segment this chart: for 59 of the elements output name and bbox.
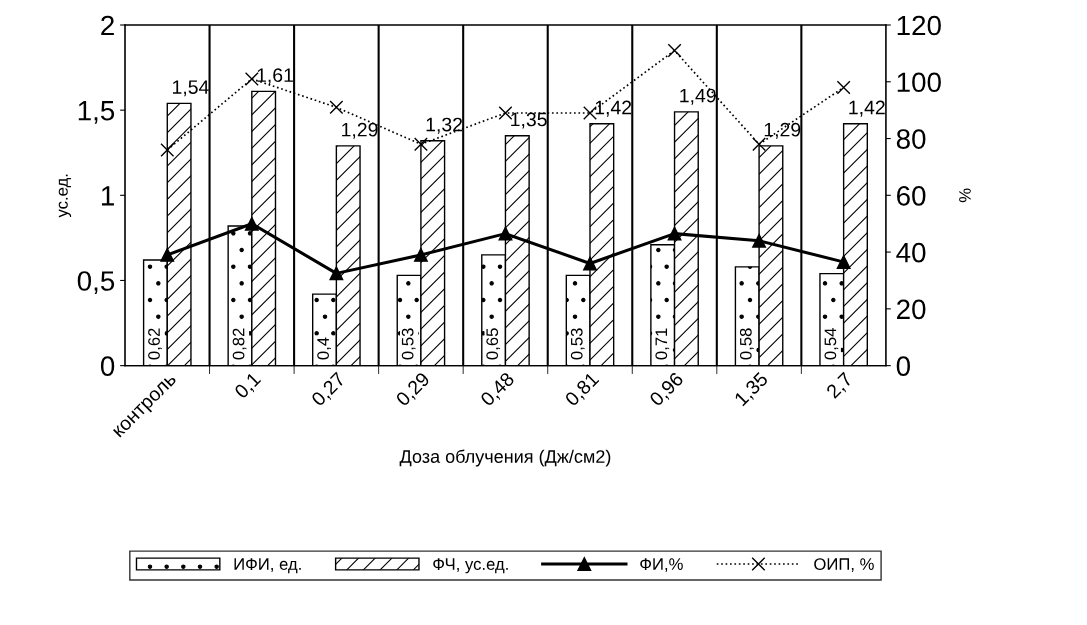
point	[583, 256, 597, 271]
data-label: 0,53	[401, 328, 416, 360]
legend-label: ФЧ, ус.ед.	[433, 558, 508, 574]
point	[160, 247, 175, 262]
legend-label: ОИП, %	[814, 558, 874, 572]
point	[836, 80, 851, 95]
point	[413, 247, 428, 262]
y2-tick-label: 20	[897, 299, 926, 320]
point	[667, 226, 682, 241]
point	[836, 255, 851, 269]
y-tick-label: 0,5	[77, 271, 115, 295]
point	[498, 226, 513, 241]
point	[329, 266, 344, 281]
data-label: 1,42	[849, 100, 885, 117]
x-tick-label: 0,1	[233, 371, 263, 401]
x-tick-label: 2,7	[825, 371, 855, 401]
data-label: 1,32	[426, 117, 463, 134]
data-label: 0,62	[148, 328, 162, 360]
x-axis-title: Доза облучения (Дж/см2)	[399, 449, 611, 467]
y2-tick-label: 120	[897, 15, 941, 36]
y2-axis-title: %	[959, 188, 971, 203]
data-label: 1,61	[257, 68, 293, 85]
point	[498, 106, 513, 120]
y-axis-title: ус.ед.	[58, 174, 72, 218]
x-tick-label: 0,29	[395, 371, 432, 409]
y-tick-label: 1,5	[78, 101, 115, 124]
y-tick-label: 2	[101, 15, 114, 36]
legend-label: ФИ,%	[640, 558, 683, 572]
y2-tick-label: 80	[896, 129, 926, 149]
point	[244, 216, 259, 231]
data-label: 1,54	[172, 80, 209, 97]
x-tick-label: 0,81	[564, 371, 602, 409]
y2-tick-label: 0	[896, 356, 910, 376]
data-label: 0,4	[317, 337, 331, 360]
data-label: 1,35	[511, 112, 547, 129]
y2-tick-label: 100	[897, 72, 941, 93]
x-tick-label: 0,27	[310, 371, 348, 409]
y2-tick-label: 40	[896, 242, 926, 263]
point	[667, 43, 682, 58]
data-label: 0,58	[739, 328, 754, 360]
y-tick-label: 0	[100, 356, 115, 376]
x-tick-label: 0,96	[648, 371, 686, 409]
data-label: 0,54	[824, 328, 839, 360]
x-tick-label: 0,48	[479, 371, 517, 409]
data-label: 0,65	[486, 328, 501, 360]
data-label: 1,49	[680, 88, 716, 105]
data-label: 0,71	[655, 328, 670, 360]
point	[160, 142, 175, 157]
y-tick-label: 1	[101, 186, 114, 206]
data-label: 1,42	[595, 100, 632, 117]
data-label: 1,29	[342, 122, 378, 139]
point	[752, 137, 767, 152]
legend-label: ИФИ, ед.	[234, 558, 301, 574]
y2-tick-label: 60	[897, 185, 926, 206]
data-label: 0,53	[570, 328, 585, 360]
point	[413, 137, 428, 152]
data-label: 0,82	[232, 328, 247, 360]
point	[752, 233, 767, 248]
point	[329, 100, 344, 115]
